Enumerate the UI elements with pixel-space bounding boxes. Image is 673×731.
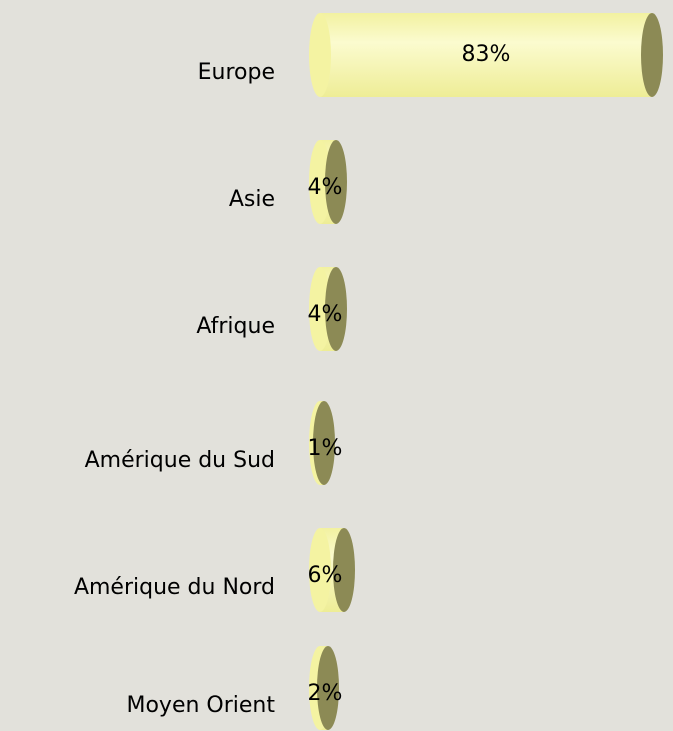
category-label: Afrique — [196, 314, 275, 339]
category-label: Asie — [229, 187, 275, 212]
bar-end-cap — [317, 646, 339, 730]
category-label: Amérique du Sud — [85, 448, 275, 473]
value-label: 2% — [308, 681, 343, 706]
value-label: 4% — [308, 302, 343, 327]
value-label: 4% — [308, 175, 343, 200]
category-label: Europe — [198, 60, 275, 85]
category-label: Amérique du Nord — [74, 575, 275, 600]
bar-end-cap — [325, 140, 347, 224]
bar-end-cap — [325, 267, 347, 351]
bar-end-cap — [641, 13, 663, 97]
bar-end-cap — [313, 401, 335, 485]
value-label: 6% — [308, 563, 343, 588]
bar-start-cap — [309, 140, 331, 224]
value-label: 83% — [462, 42, 511, 67]
value-label: 1% — [308, 436, 343, 461]
category-label: Moyen Orient — [126, 693, 275, 718]
bar-start-cap — [309, 528, 331, 612]
bar — [320, 13, 652, 97]
bar-end-cap — [333, 528, 355, 612]
bar-start-cap — [309, 13, 331, 97]
bar-start-cap — [309, 267, 331, 351]
